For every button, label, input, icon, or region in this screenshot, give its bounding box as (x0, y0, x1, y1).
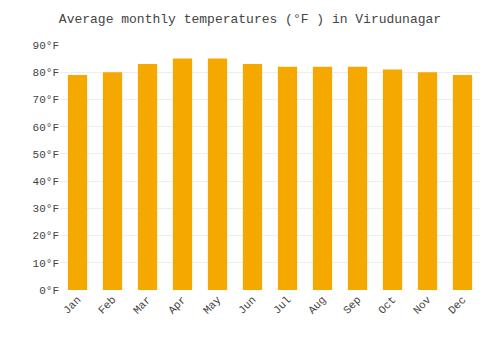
svg-text:80°F: 80°F (33, 67, 59, 79)
svg-text:50°F: 50°F (33, 149, 59, 161)
svg-text:0°F: 0°F (39, 285, 59, 297)
svg-text:Dec: Dec (446, 294, 468, 316)
svg-text:Oct: Oct (376, 294, 398, 316)
svg-text:40°F: 40°F (33, 176, 59, 188)
svg-text:30°F: 30°F (33, 203, 59, 215)
svg-text:20°F: 20°F (33, 230, 59, 242)
svg-text:90°F: 90°F (33, 40, 59, 52)
svg-text:Average monthly temperatures (: Average monthly temperatures (°F ) in Vi… (59, 12, 441, 27)
svg-text:70°F: 70°F (33, 94, 59, 106)
svg-text:Mar: Mar (131, 294, 153, 316)
svg-text:Nov: Nov (411, 294, 434, 317)
svg-text:Sep: Sep (341, 294, 363, 316)
svg-text:60°F: 60°F (33, 122, 59, 134)
svg-text:Jan: Jan (61, 294, 83, 316)
svg-text:Aug: Aug (306, 294, 328, 316)
svg-text:Feb: Feb (96, 294, 118, 316)
svg-text:Apr: Apr (166, 294, 188, 316)
svg-text:10°F: 10°F (33, 258, 59, 270)
svg-text:May: May (201, 294, 224, 317)
svg-text:Jul: Jul (271, 294, 293, 316)
svg-text:Jun: Jun (236, 294, 258, 316)
